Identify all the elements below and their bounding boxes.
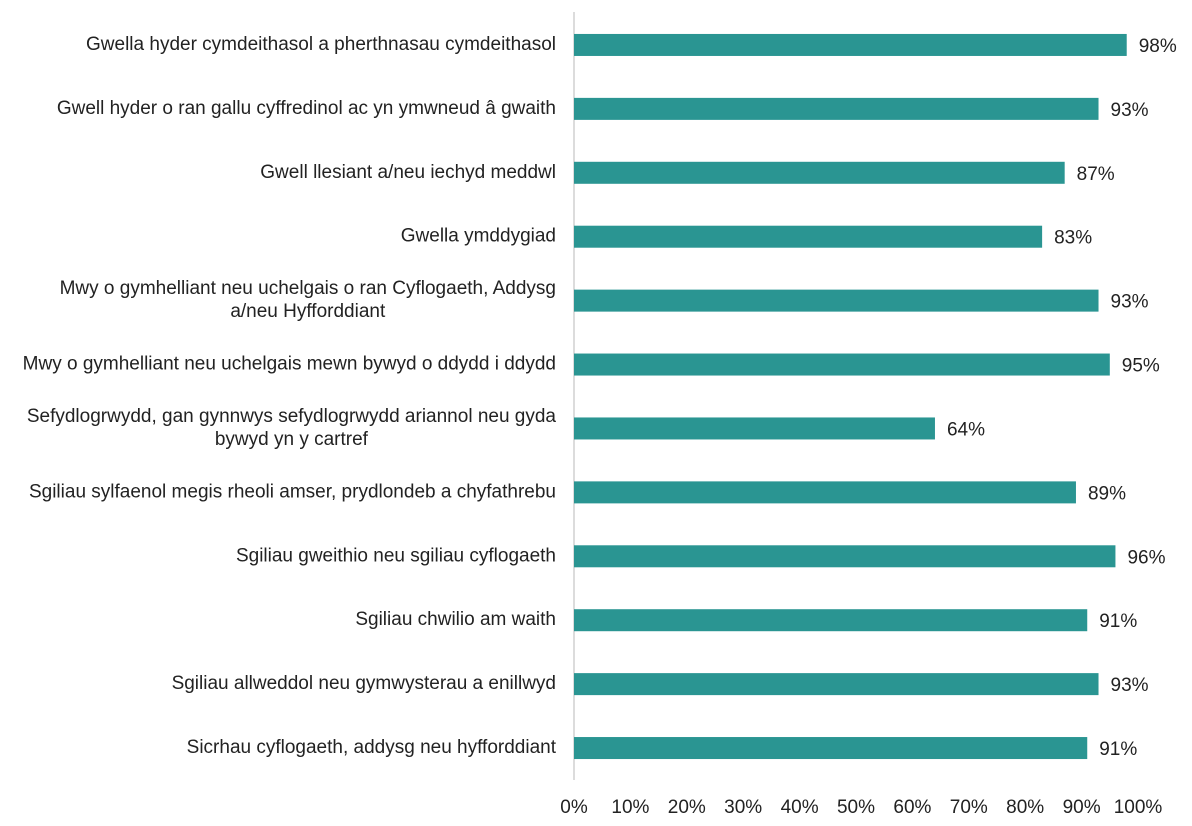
bar — [574, 161, 1065, 184]
x-tick-label: 100% — [1114, 797, 1163, 818]
category-label: Sgiliau sylfaenol megis rheoli amser, pr… — [29, 481, 556, 502]
category-label: Gwella ymddygiad — [401, 226, 556, 247]
bar — [574, 609, 1088, 632]
category-label: Gwell llesiant a/neu iechyd meddwl — [260, 162, 556, 183]
x-tick-label: 70% — [950, 797, 988, 818]
category-label: Gwell hyder o ran gallu cyffredinol ac y… — [57, 98, 556, 119]
bar — [574, 737, 1088, 760]
x-tick-label: 90% — [1063, 797, 1101, 818]
category-label: Mwy o gymhelliant neu uchelgais o ran Cy… — [60, 278, 556, 322]
category-label: Gwella hyder cymdeithasol a pherthnasau … — [86, 34, 556, 55]
category-label: Sgiliau chwilio am waith — [355, 609, 556, 630]
category-label-line: Sefydlogrwydd, gan gynnwys sefydlogrwydd… — [27, 406, 557, 427]
x-tick-label: 80% — [1006, 797, 1044, 818]
category-label: Mwy o gymhelliant neu uchelgais mewn byw… — [23, 354, 556, 375]
value-label: 95% — [1122, 356, 1160, 377]
category-label: Sicrhau cyflogaeth, addysg neu hyfforddi… — [187, 737, 557, 758]
value-label: 93% — [1111, 100, 1149, 121]
x-tick-label: 20% — [668, 797, 706, 818]
category-label-line: a/neu Hyfforddiant — [230, 301, 386, 322]
bar — [574, 417, 935, 440]
value-label: 87% — [1077, 164, 1115, 185]
bar — [574, 225, 1043, 248]
category-label: Sgiliau gweithio neu sgiliau cyflogaeth — [236, 545, 556, 566]
x-tick-label: 10% — [611, 797, 649, 818]
category-label: Sgiliau allweddol neu gymwysterau a enil… — [172, 673, 556, 694]
value-label: 64% — [947, 419, 985, 440]
value-label: 91% — [1099, 611, 1137, 632]
x-tick-label: 60% — [893, 797, 931, 818]
x-tick-label: 50% — [837, 797, 875, 818]
category-label-line: bywyd yn y cartref — [215, 429, 369, 450]
bar — [574, 353, 1110, 376]
x-tick-label: 40% — [781, 797, 819, 818]
category-label: Sefydlogrwydd, gan gynnwys sefydlogrwydd… — [27, 406, 557, 450]
bar — [574, 545, 1116, 568]
bar — [574, 481, 1076, 504]
bar — [574, 673, 1099, 696]
x-tick-label: 30% — [724, 797, 762, 818]
category-label-line: Mwy o gymhelliant neu uchelgais o ran Cy… — [60, 278, 556, 299]
value-label: 93% — [1111, 675, 1149, 696]
value-label: 98% — [1139, 36, 1177, 57]
value-label: 89% — [1088, 483, 1126, 504]
x-tick-label: 0% — [560, 797, 588, 818]
value-label: 96% — [1127, 547, 1165, 568]
bar — [574, 33, 1127, 56]
value-label: 93% — [1111, 292, 1149, 313]
bar — [574, 97, 1099, 120]
value-label: 83% — [1054, 228, 1092, 249]
value-label: 91% — [1099, 739, 1137, 760]
bar — [574, 289, 1099, 312]
